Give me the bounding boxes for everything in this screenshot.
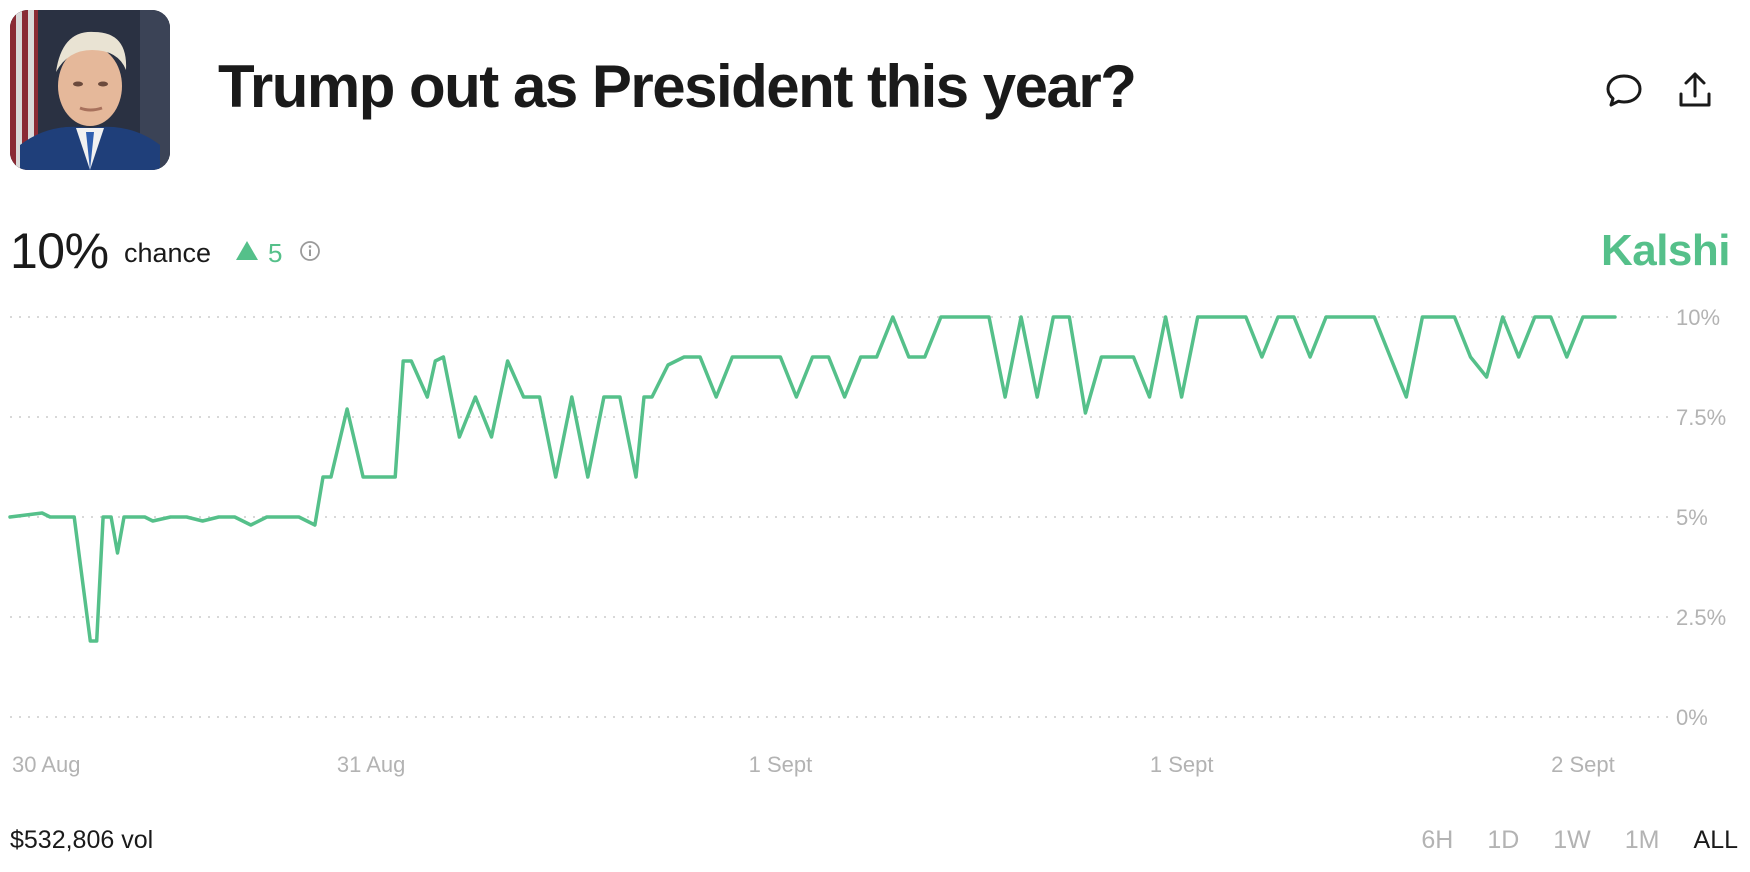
x-tick-label: 2 Sept <box>1551 752 1615 777</box>
y-tick-label: 0% <box>1676 705 1708 730</box>
x-tick-label: 1 Sept <box>1150 752 1214 777</box>
chance-change: 5 <box>268 238 283 268</box>
x-tick-label: 30 Aug <box>12 752 81 777</box>
volume-label: $532,806 vol <box>10 826 154 854</box>
share-icon[interactable] <box>1673 68 1717 112</box>
info-icon[interactable] <box>299 240 321 267</box>
market-image <box>10 10 170 170</box>
chance-label: chance <box>124 238 212 268</box>
brand-logo: Kalshi <box>1600 226 1731 275</box>
chance-value: 10% <box>10 223 109 279</box>
y-tick-label: 7.5% <box>1676 405 1726 430</box>
range-all[interactable]: ALL <box>1693 826 1738 854</box>
price-chart: 10% 7.5% 5% 2.5% 0% 30 Aug 31 Aug 1 Sept 1 Sept 2… <box>8 305 1726 777</box>
x-tick-label: 31 Aug <box>337 752 406 777</box>
triangle-up-icon <box>234 239 260 268</box>
range-6h[interactable]: 6H <box>1421 826 1454 854</box>
series-line <box>8 315 1617 643</box>
y-tick-label: 5% <box>1676 505 1708 530</box>
y-tick-label: 10% <box>1676 305 1720 330</box>
market-title: Trump out as President this year? <box>218 53 1137 120</box>
time-range-selector: 6H 1D 1W 1M ALL <box>1387 826 1738 855</box>
x-tick-label: 1 Sept <box>749 752 813 777</box>
comment-icon[interactable] <box>1602 68 1646 112</box>
range-1d[interactable]: 1D <box>1487 826 1520 854</box>
range-1w[interactable]: 1W <box>1553 826 1591 854</box>
range-1m[interactable]: 1M <box>1624 826 1660 854</box>
y-tick-label: 2.5% <box>1676 605 1726 630</box>
